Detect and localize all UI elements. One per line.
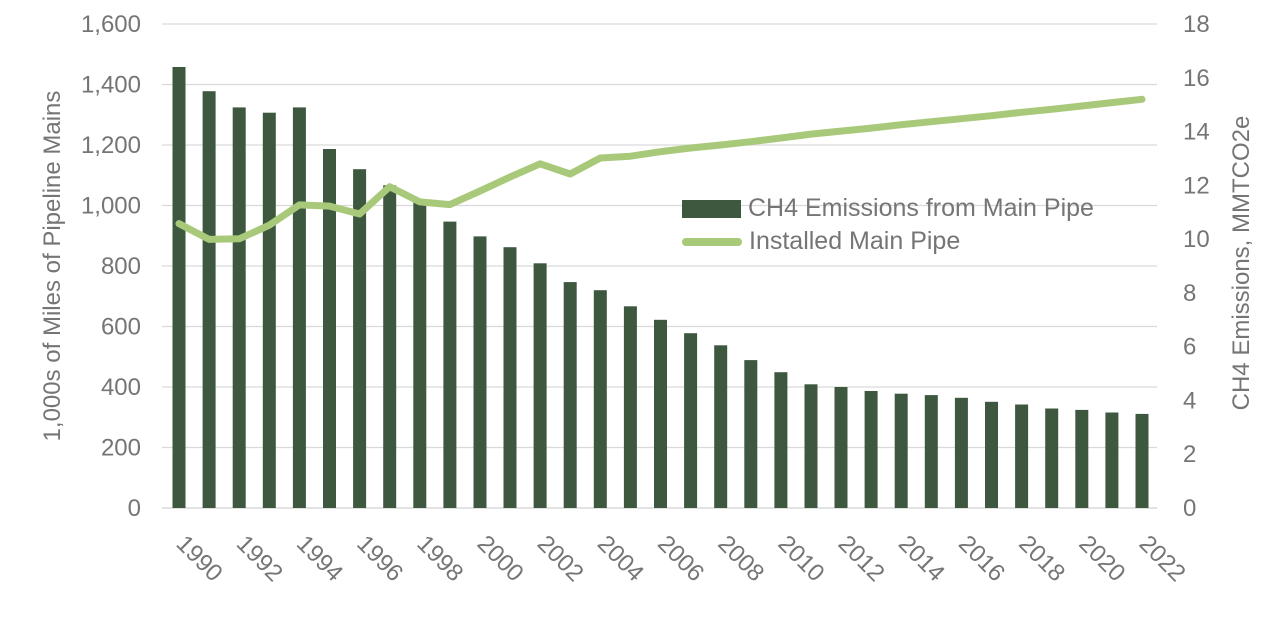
right-axis-tick-2: 2 — [1183, 441, 1196, 468]
left-axis-tick-1,000: 1,000 — [81, 193, 141, 220]
left-axis-tick-800: 800 — [101, 253, 141, 280]
x-axis-tick-2000: 2000 — [472, 530, 529, 587]
bar-2011 — [804, 384, 818, 508]
right-axis-tick-12: 12 — [1183, 172, 1210, 199]
bar-2022 — [1135, 413, 1149, 508]
bar-1999 — [443, 221, 457, 508]
legend: CH4 Emissions from Main Pipe Installed M… — [682, 194, 1094, 255]
bar-2002 — [533, 263, 547, 508]
right-axis-tick-18: 18 — [1183, 11, 1210, 38]
bar-1997 — [383, 185, 397, 509]
left-axis-tick-1,400: 1,400 — [81, 72, 141, 99]
bar-2013 — [864, 391, 878, 508]
x-axis-tick-2010: 2010 — [773, 530, 830, 587]
right-axis-tick-8: 8 — [1183, 280, 1196, 307]
bar-2014 — [894, 393, 908, 508]
x-axis-tick-1994: 1994 — [291, 530, 348, 587]
bar-2021 — [1105, 412, 1119, 508]
x-axis-tick-2016: 2016 — [953, 530, 1010, 587]
x-axis-tick-2022: 2022 — [1134, 530, 1191, 587]
x-axis-tick-2018: 2018 — [1013, 530, 1070, 587]
right-axis-tick-0: 0 — [1183, 495, 1196, 522]
left-axis-tick-1,600: 1,600 — [81, 11, 141, 38]
bar-2010 — [774, 372, 788, 508]
legend-label-emissions: CH4 Emissions from Main Pipe — [748, 194, 1094, 222]
x-axis-tick-2012: 2012 — [833, 530, 890, 587]
right-axis-tick-14: 14 — [1183, 119, 1210, 146]
x-axis-tick-2002: 2002 — [532, 530, 589, 587]
legend-bar-swatch-icon — [682, 199, 741, 218]
x-axis-tick-2006: 2006 — [652, 530, 709, 587]
bar-2018 — [1015, 404, 1029, 508]
bar-2016 — [954, 397, 968, 508]
bar-1994 — [292, 107, 306, 509]
bar-1991 — [202, 91, 216, 508]
bar-2009 — [744, 360, 758, 508]
bar-1993 — [262, 112, 276, 508]
bar-2007 — [684, 333, 698, 508]
bar-2004 — [593, 290, 607, 508]
bar-1990 — [172, 67, 186, 508]
right-axis-tick-10: 10 — [1183, 226, 1210, 253]
bar-2017 — [985, 401, 998, 508]
right-axis-tick-6: 6 — [1183, 334, 1196, 361]
left-axis-tick-400: 400 — [101, 374, 141, 401]
bar-2020 — [1075, 409, 1089, 508]
x-axis-tick-2014: 2014 — [893, 530, 950, 587]
bar-2019 — [1045, 408, 1059, 508]
left-axis-tick-600: 600 — [101, 314, 141, 341]
bar-2006 — [654, 319, 667, 508]
bar-2005 — [623, 306, 637, 508]
right-axis-tick-4: 4 — [1183, 387, 1196, 414]
x-axis-tick-2008: 2008 — [712, 530, 769, 587]
installed-main-pipe-line — [175, 95, 1146, 243]
x-axis-tick-1998: 1998 — [412, 530, 469, 587]
bar-2012 — [834, 387, 848, 508]
x-axis-tick-2004: 2004 — [592, 530, 649, 587]
x-axis-tick-2020: 2020 — [1074, 530, 1131, 587]
bar-1995 — [323, 149, 336, 508]
bar-1992 — [232, 107, 246, 509]
bar-2001 — [503, 247, 517, 508]
bar-2008 — [714, 345, 728, 508]
legend-label-installed: Installed Main Pipe — [749, 227, 961, 255]
right-axis-tick-16: 16 — [1183, 65, 1210, 92]
x-axis-tick-1996: 1996 — [351, 530, 408, 587]
bar-2000 — [473, 236, 487, 508]
legend-item-installed: Installed Main Pipe — [682, 227, 1094, 255]
bar-2003 — [563, 282, 577, 508]
x-axis-tick-1992: 1992 — [231, 530, 288, 587]
left-axis-tick-200: 200 — [101, 435, 141, 462]
legend-line-swatch-icon — [682, 237, 742, 246]
legend-item-emissions: CH4 Emissions from Main Pipe — [682, 194, 1094, 222]
bar-1996 — [353, 169, 367, 508]
left-axis-tick-1,200: 1,200 — [81, 132, 141, 159]
x-axis-tick-1990: 1990 — [171, 530, 228, 587]
bar-2015 — [924, 395, 938, 508]
bar-1998 — [413, 201, 427, 508]
left-axis-tick-0: 0 — [128, 495, 141, 522]
